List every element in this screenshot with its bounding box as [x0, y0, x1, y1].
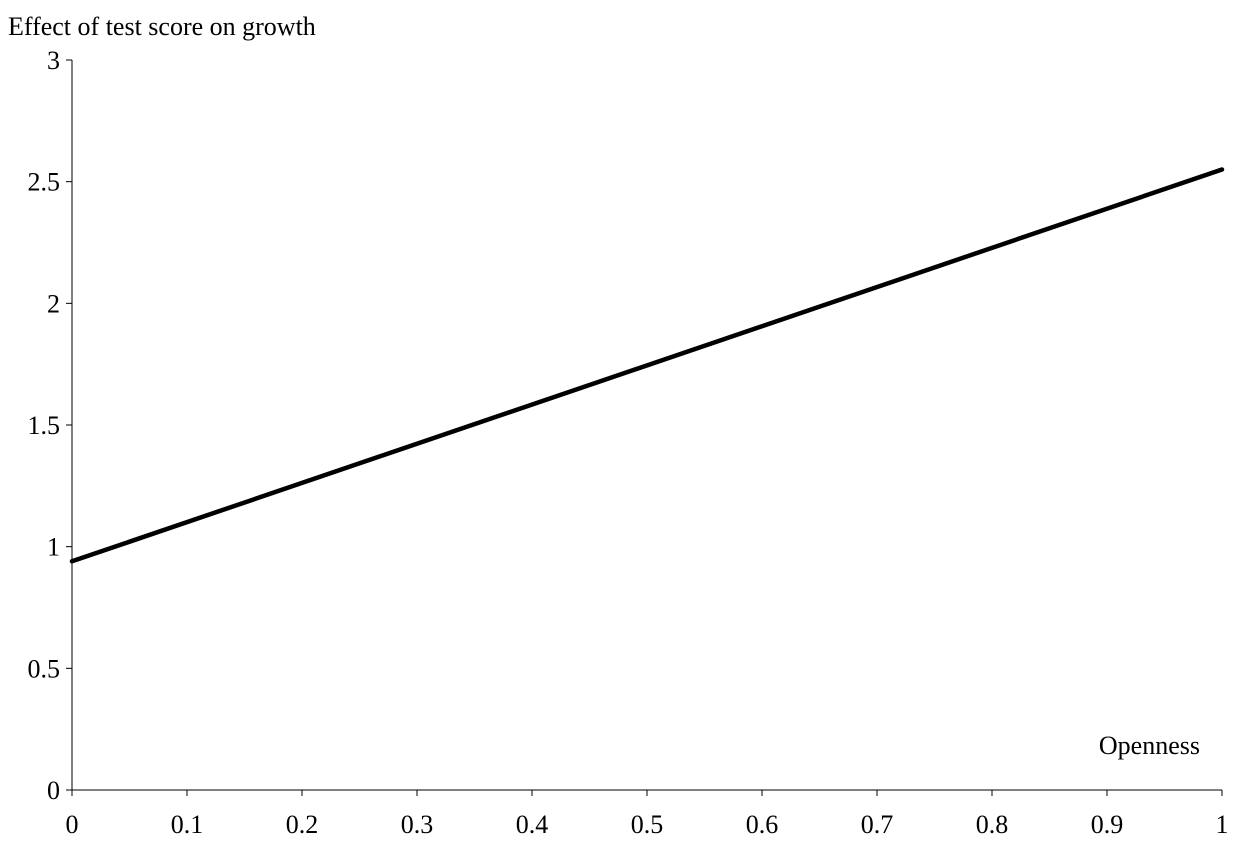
x-ticks: 0 0.1 0.2 0.3 0.4 0.5 0.6 0.7 0.8 0.9 1 [66, 790, 1229, 839]
y-tick-label: 2 [47, 289, 60, 318]
x-tick-label: 0.7 [861, 810, 894, 839]
x-tick-label: 0.1 [171, 810, 204, 839]
series-layer [69, 167, 1225, 564]
y-tick-label: 3 [47, 46, 60, 75]
x-tick-label: 0.4 [516, 810, 549, 839]
y-tick-label: 0 [47, 776, 60, 805]
x-tick-label: 0.8 [976, 810, 1009, 839]
y-ticks: 0 0.5 1 1.5 2 2.5 3 [28, 46, 72, 805]
x-tick-label: 0.6 [746, 810, 779, 839]
x-tick-label: 0.5 [631, 810, 664, 839]
series-line-0 [69, 167, 1225, 564]
y-axis-label: Effect of test score on growth [8, 12, 316, 41]
y-tick-label: 0.5 [28, 654, 61, 683]
x-tick-label: 0.2 [286, 810, 319, 839]
y-tick-label: 1 [47, 533, 60, 562]
y-tick-label: 2.5 [28, 168, 61, 197]
x-axis-label: Openness [1099, 731, 1200, 760]
y-tick-label: 1.5 [28, 411, 61, 440]
x-tick-label: 1 [1216, 810, 1229, 839]
plot-area: 00.511.522.53 0 0.1 0.2 0.3 0.4 0.5 0.6 0.7 0.8 0… [28, 46, 1229, 839]
x-tick-label: 0 [66, 810, 79, 839]
x-tick-label: 0.3 [401, 810, 434, 839]
x-tick-label: 0.9 [1091, 810, 1124, 839]
